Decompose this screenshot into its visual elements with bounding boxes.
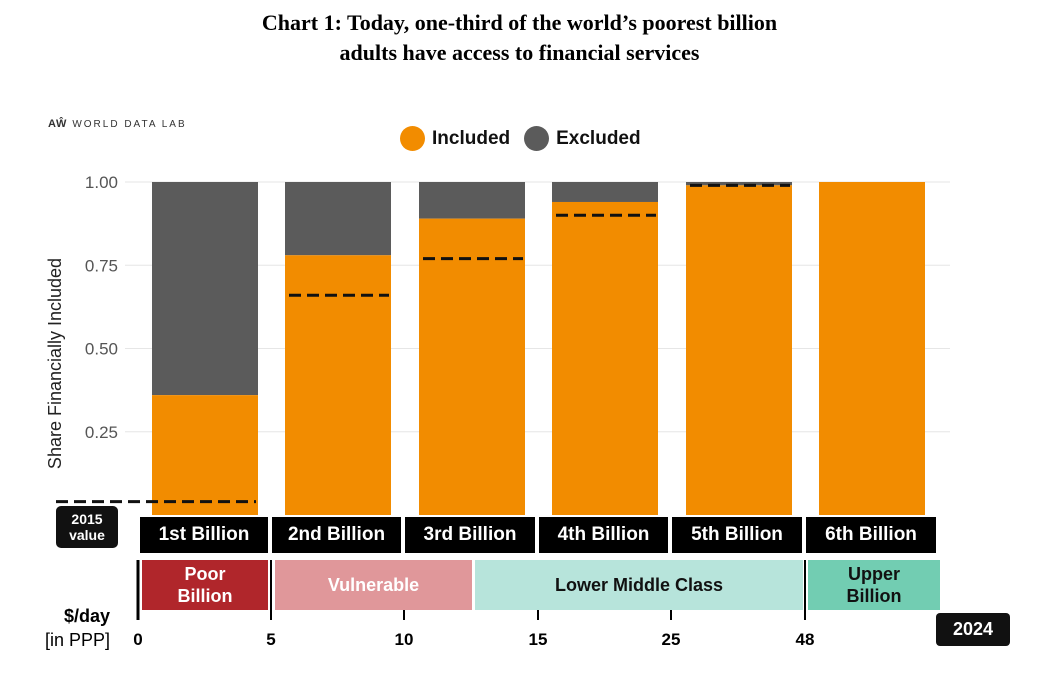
brand-mark-icon: AŴ xyxy=(48,118,67,130)
income-axis-title: $/day [in PPP] xyxy=(30,604,110,652)
income-class-poor-line2: Billion xyxy=(177,586,233,606)
income-class-vulnerable: Vulnerable xyxy=(275,560,472,610)
legend-label-included: Included xyxy=(432,127,511,149)
world-data-lab-logo: AŴ WORLD DATA LAB xyxy=(48,118,187,130)
income-class-upper-line2: Billion xyxy=(846,586,902,606)
legend-swatch-included xyxy=(400,126,425,151)
chart-title-line1: Chart 1: Today, one-third of the world’s… xyxy=(261,10,778,35)
income-class-upper: Upper Billion xyxy=(808,560,940,610)
legend-item-included: Included xyxy=(400,126,510,151)
income-class-lower-middle-label: Lower Middle Class xyxy=(554,575,724,595)
y-tick-label-3: 0.25 xyxy=(85,423,118,442)
brand-name: WORLD DATA LAB xyxy=(72,118,187,130)
bar-excluded-4 xyxy=(552,182,658,202)
legend-label-excluded: Excluded xyxy=(556,127,641,149)
income-class-poor-line1: Poor xyxy=(184,564,226,584)
bar-included-2 xyxy=(285,255,391,515)
bar-excluded-1 xyxy=(152,182,258,396)
category-label-6: 6th Billion xyxy=(806,517,936,553)
income-class-poor: Poor Billion xyxy=(142,560,268,610)
income-class-lower-middle: Lower Middle Class xyxy=(475,560,803,610)
bar-included-5 xyxy=(686,185,792,515)
income-tick-10: 10 xyxy=(394,630,414,649)
y-tick-label-0: 1.00 xyxy=(85,173,118,192)
income-class-upper-line1: Upper xyxy=(847,564,900,584)
legend-item-excluded: Excluded xyxy=(524,126,641,151)
bar-excluded-3 xyxy=(419,182,525,219)
income-tick-0: 0 xyxy=(133,630,143,649)
legend: Included Excluded xyxy=(400,126,641,151)
category-label-4: 4th Billion xyxy=(539,517,668,553)
category-label-5: 5th Billion xyxy=(672,517,802,553)
bar-included-4 xyxy=(552,201,658,516)
category-label-2: 2nd Billion xyxy=(272,517,401,553)
bar-excluded-5 xyxy=(686,182,792,186)
bar-included-3 xyxy=(419,218,525,515)
income-class-vulnerable-label: Vulnerable xyxy=(327,575,420,595)
reference-2015-label-year: 2015 xyxy=(71,511,103,527)
legend-swatch-excluded xyxy=(524,126,550,151)
income-tick-25: 25 xyxy=(661,630,681,649)
bar-included-6 xyxy=(819,182,925,515)
income-tick-15: 15 xyxy=(528,630,548,649)
bar-included-1 xyxy=(152,395,258,515)
y-tick-label-1: 0.75 xyxy=(85,256,118,275)
bar-excluded-2 xyxy=(285,182,391,256)
category-label-1: 1st Billion xyxy=(140,517,268,553)
income-tick-48: 48 xyxy=(795,630,815,649)
reference-2015-badge: 2015 value xyxy=(56,506,118,548)
chart-title-line2: adults have access to financial services xyxy=(339,40,700,65)
income-axis-basis: [in PPP] xyxy=(44,630,110,650)
chart-title: Chart 1: Today, one-third of the world’s… xyxy=(0,8,1039,68)
y-axis-label: Share Financially Included xyxy=(45,258,65,469)
year-badge: 2024 xyxy=(936,613,1010,646)
income-axis-unit: $/day xyxy=(63,606,110,626)
category-label-3: 3rd Billion xyxy=(405,517,535,553)
reference-2015-label-value: value xyxy=(69,527,105,543)
y-tick-label-2: 0.50 xyxy=(85,340,118,359)
income-tick-5: 5 xyxy=(266,630,276,649)
